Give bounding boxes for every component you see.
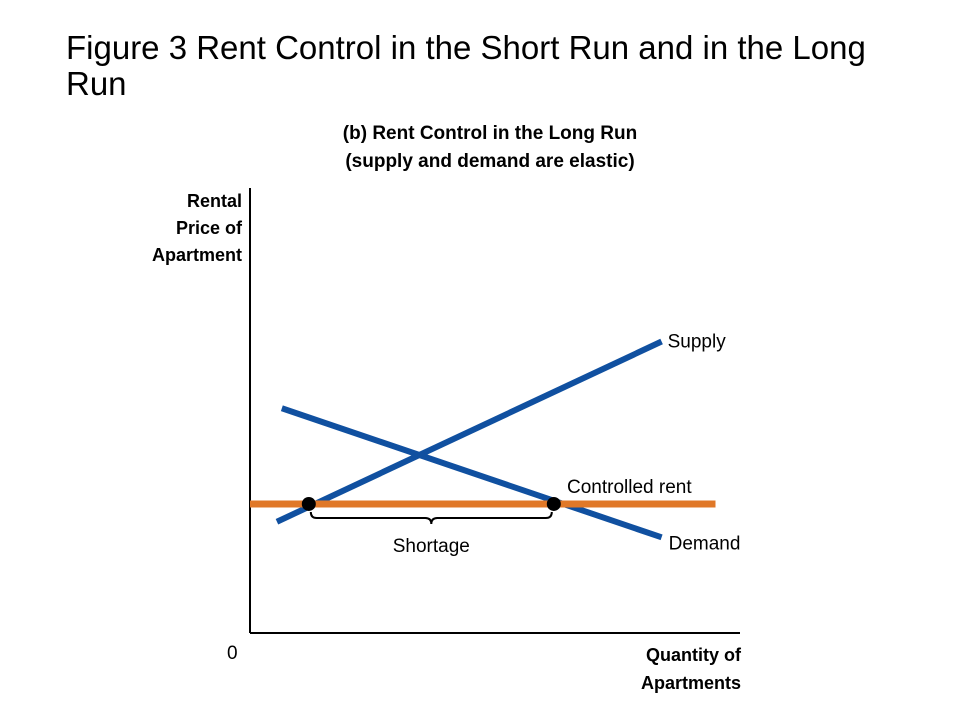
shortage-label: Shortage bbox=[393, 536, 470, 557]
panel-subtitle-line-1: (b) Rent Control in the Long Run bbox=[342, 123, 638, 144]
y-axis-label: Rental Price of Apartment bbox=[82, 188, 242, 269]
demand-curve bbox=[280, 405, 663, 541]
x-axis-label: Quantity of Apartments bbox=[561, 641, 741, 697]
demand-label: Demand bbox=[669, 533, 741, 554]
y-axis-label-line-1: Rental bbox=[186, 191, 242, 211]
supply-curve bbox=[275, 338, 663, 525]
quantity-demanded-point bbox=[546, 496, 561, 511]
slide-title: Figure 3 Rent Control in the Short Run a… bbox=[66, 29, 866, 102]
origin-label: 0 bbox=[227, 643, 238, 664]
controlled-rent-label: Controlled rent bbox=[567, 477, 692, 498]
quantity-supplied-point bbox=[301, 496, 316, 511]
supply-label: Supply bbox=[668, 332, 727, 353]
y-axis-label-line-2: Price of bbox=[175, 218, 242, 238]
y-axis-label-line-3: Apartment bbox=[151, 245, 242, 265]
x-axis-label-line-2: Apartments bbox=[640, 673, 741, 693]
panel-subtitle-line-2: (supply and demand are elastic) bbox=[345, 151, 635, 172]
x-axis-label-line-1: Quantity of bbox=[646, 645, 741, 665]
shortage-brace bbox=[309, 511, 553, 525]
panel-subtitle: (b) Rent Control in the Long Run (supply… bbox=[260, 120, 720, 176]
